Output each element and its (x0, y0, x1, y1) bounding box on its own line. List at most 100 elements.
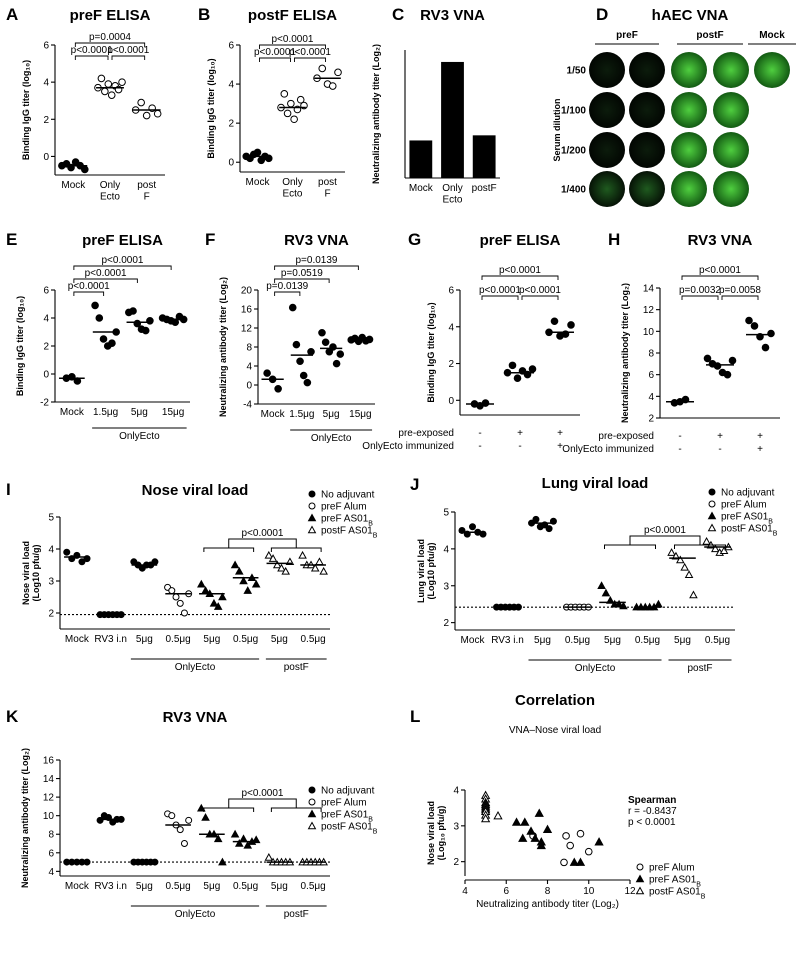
point (511, 817, 522, 826)
point (619, 601, 628, 610)
well-image (671, 52, 707, 88)
point (234, 839, 244, 847)
bracket (228, 798, 297, 808)
legend-label: preF Alum (649, 863, 695, 874)
point (713, 362, 722, 370)
legend-marker (308, 798, 316, 806)
point (584, 847, 593, 856)
condition-value: + (557, 428, 563, 439)
point (493, 810, 503, 820)
point (272, 560, 282, 569)
x-tick-label: RV3 i.n (94, 881, 127, 892)
bracket (228, 538, 297, 548)
x-tick-label: RV3 i.n (491, 635, 524, 646)
p-value: p<0.0001 (699, 265, 741, 276)
p-value: p<0.0001 (102, 255, 144, 266)
point (243, 840, 253, 849)
y-tick-label: 4 (448, 322, 454, 333)
p-value: p<0.0001 (254, 47, 296, 58)
point (319, 566, 328, 575)
point (274, 385, 282, 393)
point (518, 833, 528, 842)
point (745, 316, 753, 325)
point (97, 74, 106, 83)
y-tick-label: 5 (48, 513, 54, 524)
point (530, 833, 540, 842)
point (185, 816, 193, 824)
point (318, 328, 326, 337)
x-tick-label: Mock (61, 180, 86, 191)
column-label: postF (696, 30, 723, 41)
panel-title: Correlation (515, 692, 595, 709)
panel-title: RV3 VNA (688, 232, 753, 249)
point (310, 563, 320, 572)
panel-letter: C (392, 5, 404, 24)
legend-label: preF AS01B (649, 875, 701, 889)
condition-label: pre-exposed (398, 428, 454, 439)
x-tick-label: 12 (624, 886, 636, 897)
legend-label: preF AS01B (321, 514, 373, 528)
bracket (481, 275, 559, 280)
well-image (754, 52, 790, 88)
bracket (681, 275, 759, 280)
y-tick-label: 12 (43, 793, 55, 804)
point (526, 826, 536, 835)
point (594, 837, 604, 846)
y-tick-label: 6 (228, 41, 234, 52)
point (63, 548, 71, 556)
x-tick-label: Mock (461, 635, 486, 646)
point (209, 598, 219, 607)
y-tick-label: 4 (453, 786, 459, 797)
y-axis-label: Neutralizing antibody titer (Log₂) (371, 44, 381, 184)
point (108, 339, 116, 348)
x-tick-label: 5μg (604, 635, 621, 646)
point (542, 824, 553, 833)
point (545, 525, 553, 533)
x-tick-label: 5μg (136, 881, 153, 892)
point (562, 832, 570, 840)
point (287, 99, 295, 108)
point (218, 857, 227, 866)
bar (441, 61, 464, 178)
y-tick-label: 6 (48, 848, 54, 859)
y-tick-label: 16 (43, 756, 55, 767)
y-tick-label: 2 (453, 857, 459, 868)
point (654, 599, 663, 608)
x-tick-label: 0.5μg (565, 635, 590, 646)
y-tick-label: -4 (243, 400, 252, 411)
legend-label: preF Alum (321, 798, 367, 809)
point (180, 840, 188, 848)
point (689, 590, 698, 599)
point (133, 319, 142, 328)
point (560, 858, 568, 867)
legend-label: preF AS01B (721, 512, 773, 526)
legend-marker (707, 511, 717, 520)
y-tick-label: 8 (48, 830, 54, 841)
legend-label: postF AS01B (321, 526, 378, 540)
y-tick-label: 4 (246, 362, 252, 373)
group-label: postF (687, 663, 712, 674)
annotation: r = -0.8437 (628, 806, 677, 817)
point (118, 78, 126, 86)
panel-subtitle: VNA–Nose viral load (509, 725, 601, 736)
well-image (713, 92, 749, 128)
bar (472, 135, 496, 178)
x-tick-label: Only Ecto (100, 180, 121, 203)
point (550, 317, 559, 326)
y-tick-label: 2 (448, 359, 454, 370)
legend-label: preF Alum (321, 502, 367, 513)
x-tick-label: 0.5μg (166, 634, 191, 645)
p-value: p=0.0032 (679, 285, 721, 296)
p-value: p=0.0139 (296, 255, 338, 266)
point (576, 829, 585, 838)
y-tick-label: 2 (43, 342, 49, 353)
point (137, 98, 145, 107)
legend-label: postF AS01B (649, 887, 706, 901)
well-image (713, 132, 749, 168)
condition-label: pre-exposed (598, 431, 654, 442)
point (528, 365, 537, 373)
annotation: Spearman (628, 795, 676, 806)
x-tick-label: Only Ecto (282, 177, 303, 200)
y-axis-label: Nose viral load(Log10 pfu/g) (21, 541, 41, 605)
y-tick-label: 20 (241, 286, 253, 297)
